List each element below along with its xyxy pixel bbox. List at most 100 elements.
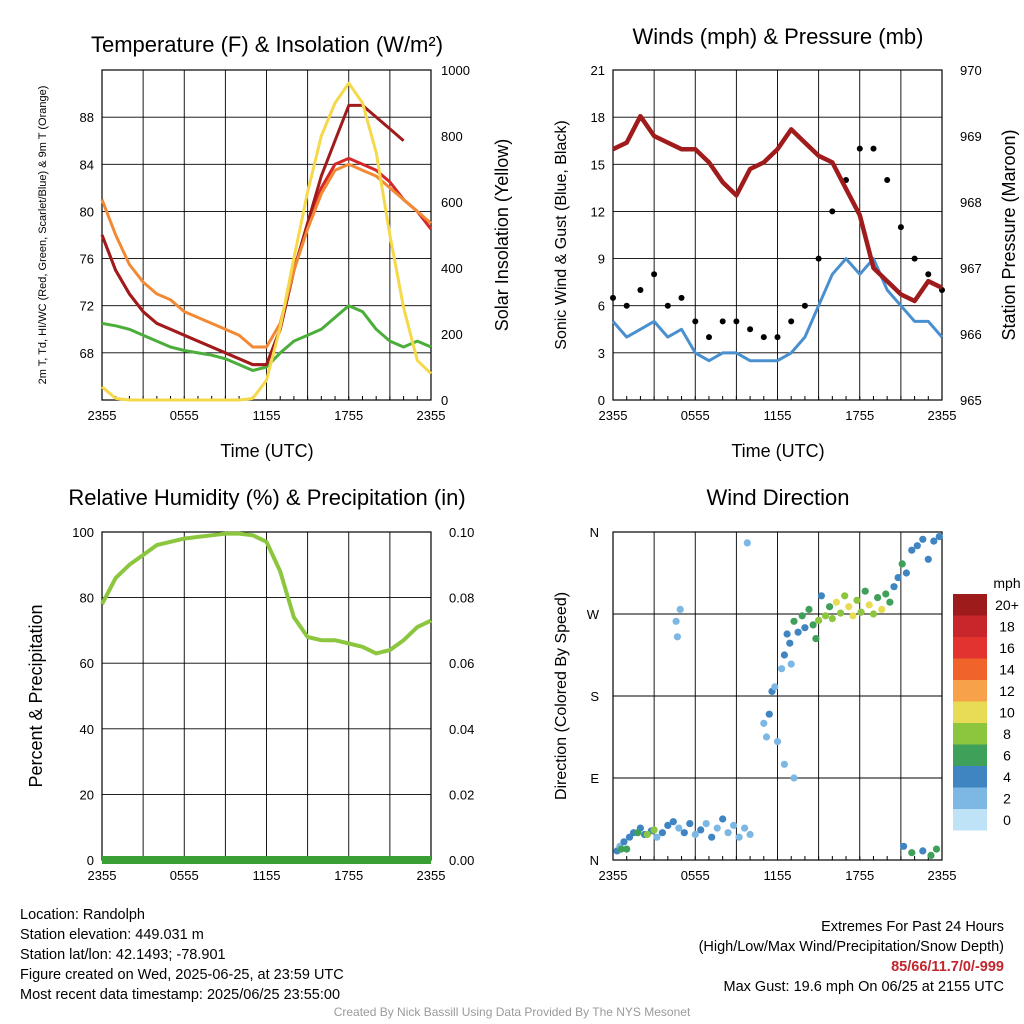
direction-point [787,660,795,668]
legend-swatch [953,809,987,831]
direction-point [908,546,916,554]
direction-point [686,820,694,828]
direction-point [890,583,898,591]
gust-point [760,334,767,341]
legend-swatch [953,744,987,766]
direction-point [743,539,751,547]
y-tick-label-left: 88 [80,110,94,125]
direction-point [902,569,911,577]
gust-point [719,318,726,325]
direction-point [821,612,830,620]
legend-swatch [953,615,987,637]
y-axis-label-left: Direction (Colored By Speed) [553,592,570,800]
direction-point [771,683,779,691]
direction-point [927,851,935,860]
y-tick-label-right: 600 [441,195,463,210]
y-tick-label-left: 40 [80,722,94,737]
direction-point [930,537,938,545]
y-tick-label-left: 80 [80,591,94,606]
legend-label: 16 [999,640,1015,656]
x-tick-label: 2355 [928,408,957,423]
y-tick-label-right: 0 [441,393,448,408]
extremes-subtitle: (High/Low/Max Wind/Precipitation/Snow De… [698,939,1004,955]
series-line-station-pressure [612,113,943,304]
x-tick-label: 0555 [681,408,710,423]
legend-label: 14 [999,661,1015,677]
gust-point [651,271,658,278]
legend-label: 0 [1003,812,1011,828]
series-line-sonic-wind [611,257,944,363]
series-line-solar-insolation [101,81,433,402]
y-tick-label-right: 0.08 [449,591,474,606]
figure-created: Figure created on Wed, 2025-06-25, at 23… [20,967,344,983]
direction-point [874,594,882,602]
gust-point [774,334,781,341]
y-axis-label-left: Sonic Wind & Gust (Blue, Black) [553,120,570,349]
direction-point [849,612,857,620]
gust-point [897,224,904,231]
direction-point [845,603,853,611]
y-tick-label-left: 15 [591,157,605,172]
direction-point [882,590,890,598]
y-tick-label-right: 967 [960,261,982,276]
extremes-values: 85/66/11.7/0/-999 [891,959,1004,975]
x-tick-label: 2355 [417,868,446,883]
x-tick-label: 1755 [334,408,363,423]
x-tick-label: 0555 [170,408,199,423]
y-tick-label-left: 0 [87,853,94,868]
gust-point [788,318,795,325]
legend-label: 18 [999,618,1015,634]
legend-swatch [953,723,987,745]
y-axis-label-left: Percent & Precipitation [26,604,46,787]
direction-point [675,824,683,832]
gust-point [678,294,685,301]
legend-swatch [953,787,987,809]
y-tick-label-left: N [590,525,599,540]
direction-point [932,845,941,853]
y-tick-label-left: 20 [80,787,94,802]
direction-point [861,587,869,595]
y-tick-label-right: 800 [441,129,463,144]
gust-point [925,271,932,278]
legend-swatch [953,658,987,680]
legend-label: 10 [999,704,1015,720]
direction-point [676,605,684,614]
direction-point [857,608,865,616]
direction-point [762,733,771,741]
direction-point [702,820,710,828]
y-tick-label-left: 0 [598,393,605,408]
direction-point [680,829,688,837]
x-tick-label: 1155 [764,868,792,883]
x-tick-label: 1155 [253,868,281,883]
direction-point [869,610,878,618]
series-line-9m-t [100,162,432,349]
gust-point [870,145,877,152]
x-tick-label: 0555 [681,868,710,883]
legend-title: mph [993,575,1020,591]
chart-title-wind: Winds (mph) & Pressure (mb) [633,24,924,49]
gust-point [733,318,740,325]
y-tick-label-right: 0.10 [449,525,474,540]
chart-title-temp: Temperature (F) & Insolation (W/m²) [91,32,443,57]
direction-point [724,829,732,837]
legend-label: 6 [1003,747,1011,763]
direction-point [812,635,820,643]
direction-point [658,829,667,837]
direction-point [913,542,921,550]
gust-point [610,294,616,301]
gust-point [706,334,712,341]
gust-point [856,145,863,152]
direction-point [741,824,749,832]
direction-point [900,842,908,850]
gust-point [815,255,822,262]
y-tick-label-right: 968 [960,195,982,210]
gust-point [801,302,808,309]
legend-label: 2 [1003,790,1011,806]
station-info: Location: Randolph Station elevation: 44… [20,905,344,1005]
y-tick-label-left: 6 [598,299,605,314]
gust-point [623,302,630,309]
y-tick-label-right: 969 [960,129,982,144]
direction-point [691,830,699,839]
y-tick-label-left: S [590,689,599,704]
station-latlon: Station lat/lon: 42.1493; -78.901 [20,947,226,963]
